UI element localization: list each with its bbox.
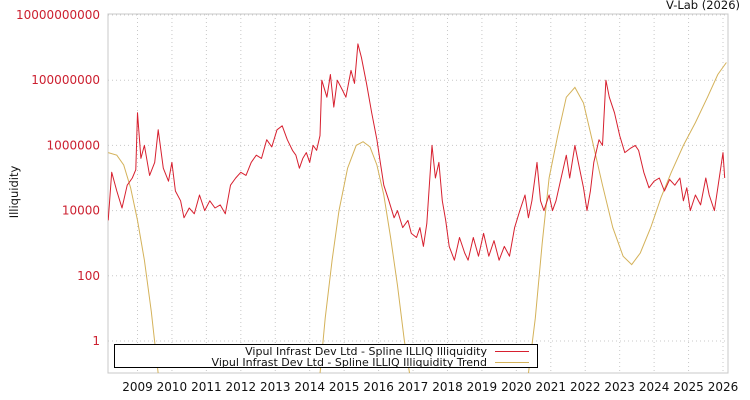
x-tick-label: 2019 bbox=[467, 380, 498, 394]
legend-item-illiquidity: Vipul Infrast Dev Ltd - Spline ILLIQ Ill… bbox=[245, 344, 529, 358]
x-tick-label: 2011 bbox=[191, 380, 222, 394]
x-tick-label: 2024 bbox=[639, 380, 670, 394]
legend-swatch-red bbox=[495, 350, 529, 352]
y-axis-label: Illiquidity bbox=[7, 165, 21, 219]
y-axis-ticks: 10000000000 100000000 1000000 10000 100 1 bbox=[16, 8, 100, 348]
legend-swatch-gold bbox=[495, 361, 529, 363]
y-tick-label: 100 bbox=[77, 269, 100, 283]
legend-item-trend: Vipul Infrast Dev Ltd - Spline ILLIQ Ill… bbox=[211, 355, 529, 369]
x-tick-label: 2014 bbox=[294, 380, 325, 394]
x-tick-label: 2021 bbox=[536, 380, 567, 394]
x-tick-label: 2022 bbox=[570, 380, 601, 394]
x-tick-label: 2017 bbox=[398, 380, 429, 394]
x-tick-label: 2026 bbox=[708, 380, 739, 394]
x-tick-label: 2016 bbox=[363, 380, 394, 394]
illiquidity-line bbox=[108, 43, 726, 261]
x-tick-label: 2015 bbox=[329, 380, 360, 394]
y-tick-label: 1000000 bbox=[47, 138, 100, 152]
x-tick-label: 2009 bbox=[122, 380, 153, 394]
y-tick-label: 100000000 bbox=[31, 73, 100, 87]
x-tick-label: 2010 bbox=[157, 380, 188, 394]
credit-label: V-Lab (2026) bbox=[666, 0, 740, 12]
x-tick-label: 2020 bbox=[501, 380, 532, 394]
x-tick-label: 2013 bbox=[260, 380, 291, 394]
x-tick-label: 2025 bbox=[673, 380, 704, 394]
x-axis-ticks: 2009 2010 2011 2012 2013 2014 2015 2016 2017 2018… bbox=[122, 380, 738, 394]
legend-label: Vipul Infrast Dev Ltd - Spline ILLIQ Ill… bbox=[245, 344, 487, 358]
y-tick-label: 1 bbox=[92, 334, 100, 348]
x-tick-label: 2012 bbox=[226, 380, 257, 394]
x-tick-label: 2023 bbox=[604, 380, 635, 394]
trend-line bbox=[108, 62, 727, 373]
grid-lines bbox=[108, 14, 728, 373]
x-tick-label: 2018 bbox=[432, 380, 463, 394]
plot-frame bbox=[107, 13, 729, 374]
y-tick-label: 10000 bbox=[62, 204, 100, 218]
legend-label: Vipul Infrast Dev Ltd - Spline ILLIQ Ill… bbox=[211, 355, 487, 369]
legend: Vipul Infrast Dev Ltd - Spline ILLIQ Ill… bbox=[114, 344, 538, 369]
y-tick-label: 10000000000 bbox=[16, 8, 100, 22]
